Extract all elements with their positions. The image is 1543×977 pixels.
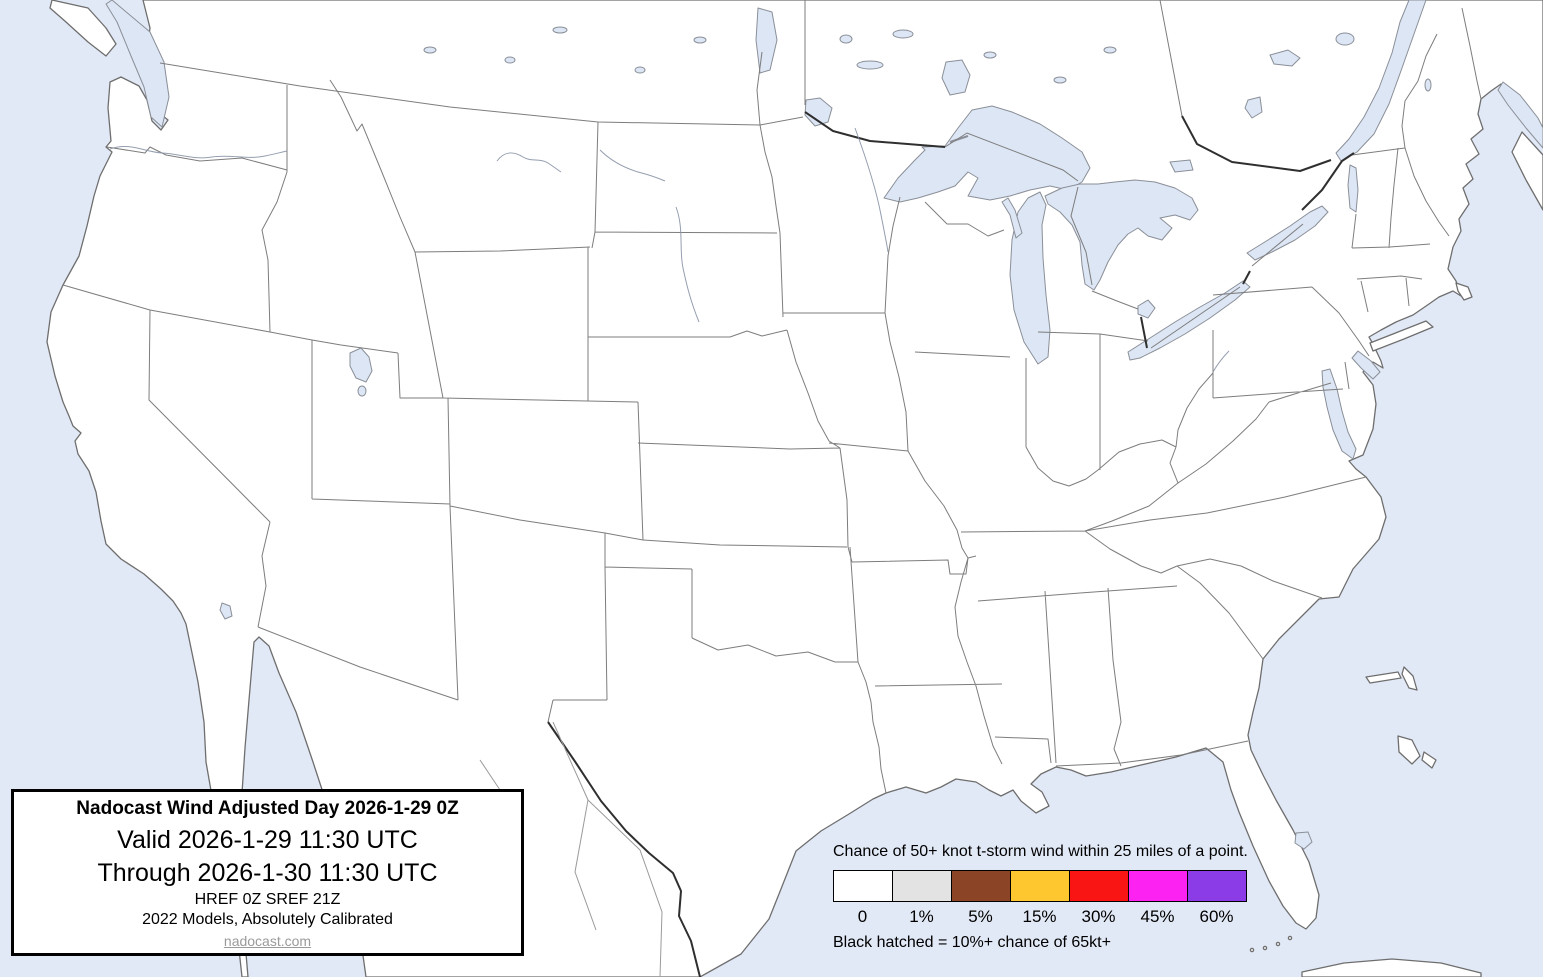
legend-swatch	[1187, 870, 1247, 902]
cape-cod	[1455, 282, 1473, 301]
canada-lake-dot	[552, 26, 568, 34]
green-bay	[1001, 197, 1023, 239]
forecast-valid-line: Valid 2026-1-29 11:30 UTC	[117, 826, 418, 854]
landmass-group	[46, 0, 1543, 977]
canada-lake-dot	[983, 51, 997, 59]
chesapeake-bay	[1321, 368, 1357, 460]
canada-lake-dot	[634, 66, 646, 74]
lake-nipigon	[941, 59, 971, 96]
ontario-lake-small	[856, 60, 884, 70]
lake-champlain	[1347, 164, 1359, 213]
legend-swatch	[833, 870, 893, 902]
river-border-segments	[547, 111, 1355, 977]
bahamas-island	[1401, 666, 1418, 691]
forecast-title: Nadocast Wind Adjusted Day 2026-1-29 0Z	[76, 798, 459, 819]
florida-keys	[1287, 935, 1293, 941]
canada-lake-dot	[423, 46, 437, 54]
utah-lake	[357, 385, 367, 397]
legend-swatch	[951, 870, 1011, 902]
legend-swatch	[892, 870, 952, 902]
florida-keys	[1262, 945, 1268, 951]
legend-swatch	[1069, 870, 1129, 902]
legend-swatch-label: 1%	[909, 907, 934, 926]
forecast-calibration-line: 2022 Models, Absolutely Calibrated	[142, 911, 393, 928]
bahamas-island	[1365, 671, 1402, 684]
manitoba-lake	[892, 29, 914, 39]
legend-swatch-label: 5%	[968, 907, 993, 926]
lake-okeechobee	[1294, 831, 1313, 850]
salton-sea	[219, 602, 233, 620]
long-island	[1369, 320, 1434, 352]
isle-royale	[949, 135, 969, 143]
nova-scotia	[1511, 131, 1543, 211]
great-salt-lake	[349, 347, 373, 383]
vancouver-island	[49, 0, 117, 57]
legend-swatch	[1010, 870, 1070, 902]
rivers	[109, 127, 1230, 373]
canada-lake-dot	[1103, 46, 1117, 54]
quebec-lake	[1269, 49, 1301, 67]
legend-swatch-label: 30%	[1081, 907, 1116, 926]
canada-lake-dot	[1053, 76, 1067, 84]
canada-lake-dot	[504, 56, 516, 64]
legend-title: Chance of 50+ knot t-storm wind within 2…	[833, 843, 1248, 860]
lake-st-clair	[1137, 299, 1156, 319]
legend-labels: 0 1% 5% 15% 30% 45% 60%	[833, 907, 1263, 927]
canada-province-borders	[756, 0, 1183, 126]
legend-swatch-label: 15%	[1022, 907, 1057, 926]
forecast-title-box: Nadocast Wind Adjusted Day 2026-1-29 0Z …	[11, 789, 524, 956]
strait-of-georgia-puget-sound	[105, 0, 170, 128]
bay-of-fundy	[1497, 81, 1543, 149]
forecast-through-line: Through 2026-1-30 11:30 UTC	[97, 859, 438, 887]
legend-swatch	[1128, 870, 1188, 902]
delaware-bay	[1351, 350, 1381, 380]
quebec-lake	[1244, 96, 1263, 119]
manitoba-lake	[839, 34, 853, 44]
lake-of-the-woods	[804, 97, 833, 127]
cuba-coast	[1301, 958, 1482, 977]
canada-lake-dot	[693, 36, 707, 44]
north-america-mainland	[46, 0, 1543, 977]
international-border	[159, 62, 1406, 723]
florida-keys	[1249, 947, 1255, 953]
bahamas-island	[1421, 751, 1437, 769]
bahamas-island	[1397, 735, 1421, 765]
lake-huron	[1044, 179, 1199, 291]
probability-legend: Chance of 50+ knot t-storm wind within 2…	[833, 843, 1263, 952]
forecast-models-line: HREF 0Z SREF 21Z	[194, 891, 341, 908]
nadocast-link[interactable]: nadocast.com	[223, 933, 312, 949]
maine-lake	[1424, 78, 1432, 92]
state-borders	[62, 7, 1482, 794]
legend-swatches	[833, 870, 1263, 902]
legend-swatch-label: 60%	[1199, 907, 1234, 926]
quebec-lake	[1335, 32, 1355, 46]
legend-hatch-note: Black hatched = 10%+ chance of 65kt+	[833, 934, 1111, 951]
legend-swatch-label: 45%	[1140, 907, 1175, 926]
lakes-group	[105, 0, 1543, 850]
legend-swatch-label: 0	[857, 907, 868, 926]
ontario-lake-small	[1169, 159, 1194, 173]
florida-keys	[1275, 941, 1281, 947]
